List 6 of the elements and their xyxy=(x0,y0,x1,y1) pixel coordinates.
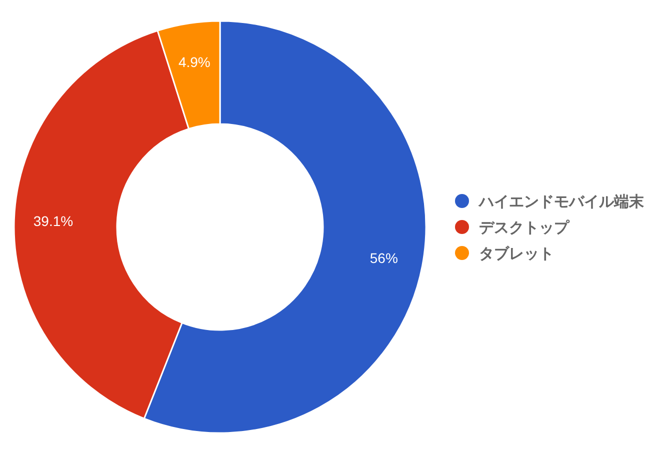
legend-label: ハイエンドモバイル端末 xyxy=(478,192,645,210)
legend-label: タブレット xyxy=(479,244,554,262)
legend-label: デスクトップ xyxy=(479,218,570,236)
data-label: 56% xyxy=(370,250,398,266)
data-label: 4.9% xyxy=(178,54,210,70)
data-label: 39.1% xyxy=(33,213,74,230)
